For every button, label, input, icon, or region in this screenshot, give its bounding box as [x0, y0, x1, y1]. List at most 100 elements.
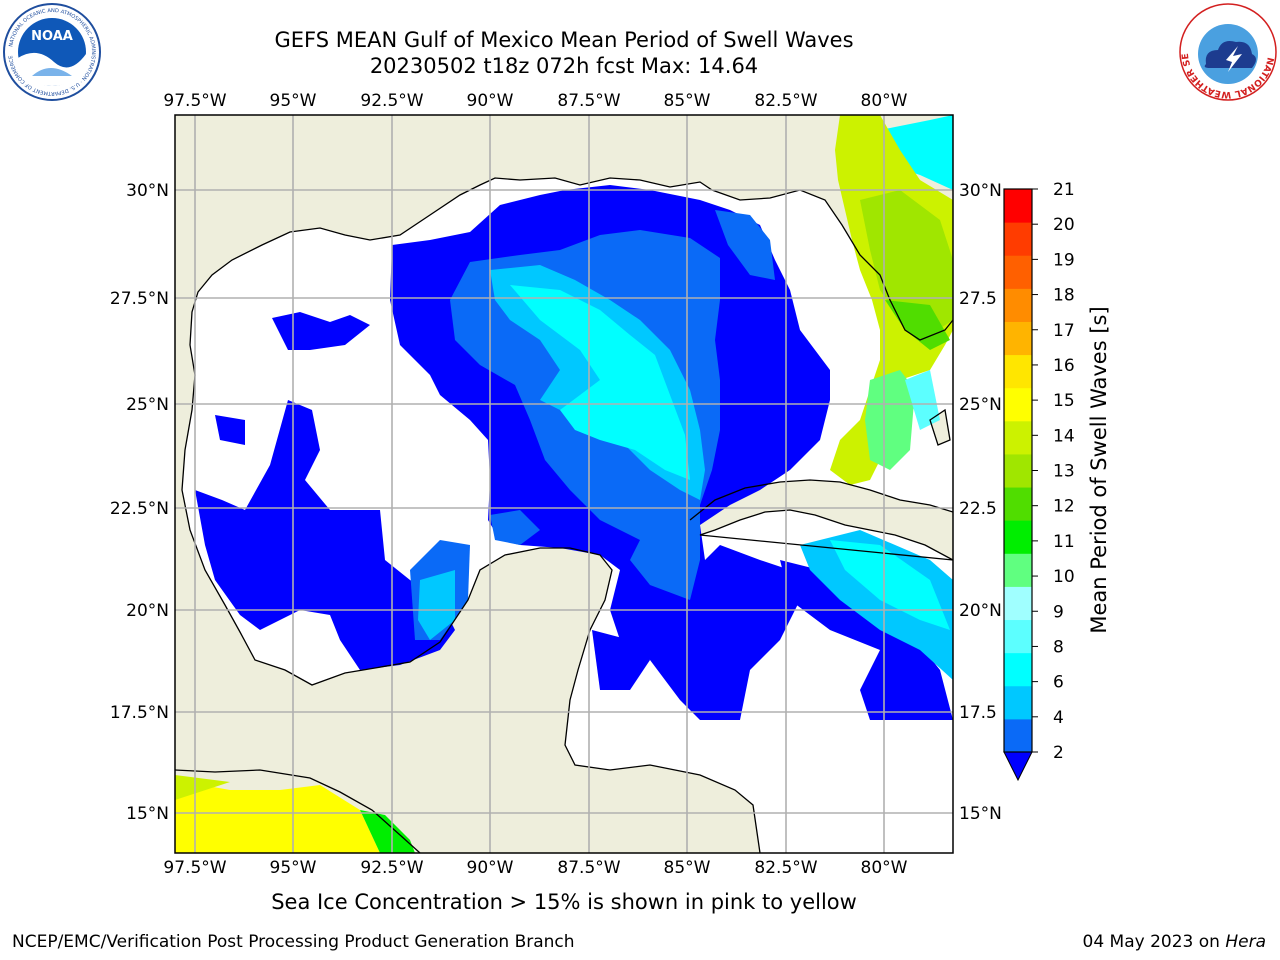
lon-tick-bottom: 80°W — [861, 858, 908, 878]
swell-region-aqua-2 — [830, 540, 950, 630]
colorbar-tick-label: 14 — [1053, 426, 1075, 446]
colorbar-band — [1004, 619, 1032, 654]
coast-bahamas — [929, 408, 951, 446]
lon-tick-top: 95°W — [270, 91, 317, 111]
colorbar-band — [1004, 520, 1032, 554]
colorbar-tick-label: 17 — [1053, 321, 1075, 341]
colorbar-tick-label: 9 — [1053, 602, 1064, 622]
swell-region-atlantic-lime — [885, 300, 950, 350]
colorbar-tick-label: 21 — [1053, 180, 1075, 200]
lon-tick-top: 90°W — [467, 91, 514, 111]
lon-ticks-bottom: 97.5°W 95°W 92.5°W 90°W 87.5°W 85°W 82.5… — [163, 858, 907, 878]
chart-subtitle: 20230502 t18z 072h fcst Max: 14.64 — [369, 54, 759, 78]
colorbar-tick-label: 11 — [1053, 532, 1075, 552]
coast-north-america — [181, 177, 953, 853]
colorbar-ticks: 21 20 19 18 17 16 15 14 13 12 11 10 9 8 6 4 2 — [1032, 180, 1075, 763]
lat-tick-right: 17.5 — [959, 703, 997, 723]
colorbar-band — [1004, 222, 1032, 256]
sea-ice-note: Sea Ice Concentration > 15% is shown in … — [271, 890, 857, 914]
colorbar-band — [1004, 189, 1032, 223]
swell-region-pacific-yellowgreen — [175, 775, 230, 800]
colorbar-tick-label: 6 — [1053, 673, 1064, 693]
lon-tick-top: 85°W — [664, 91, 711, 111]
colorbar-tick-label: 12 — [1053, 497, 1075, 517]
swell-region-blue-yuc — [592, 630, 650, 690]
colorbar-tick-label: 13 — [1053, 462, 1075, 482]
colorbar-label: Mean Period of Swell Waves [s] — [1087, 306, 1111, 633]
colorbar-band — [1004, 288, 1032, 322]
colorbar-band — [1004, 652, 1032, 687]
lon-tick-bottom: 87.5°W — [557, 858, 620, 878]
colorbar-band — [1004, 420, 1032, 455]
noaa-logo: NOAA NATIONAL OCEANIC AND ATMOSPHERIC AD… — [3, 3, 101, 101]
nws-logo: NATIONAL WEATHER SERVICE — [1178, 2, 1277, 101]
lon-tick-bottom: 92.5°W — [360, 858, 423, 878]
credit-date: 04 May 2023 on Hera — [1083, 932, 1267, 952]
chart-title: GEFS MEAN Gulf of Mexico Mean Period of … — [274, 28, 854, 52]
lon-tick-bottom: 97.5°W — [163, 858, 226, 878]
lat-tick-right: 15°N — [959, 804, 1002, 824]
swell-region-atlantic-green-2 — [865, 370, 915, 470]
map-frame — [174, 114, 954, 854]
swell-region-aqua — [510, 285, 690, 480]
swell-region-blue-west — [195, 400, 455, 670]
swell-region-aqua-3 — [880, 115, 953, 190]
colorbar-tick-label: 15 — [1053, 391, 1075, 411]
lon-tick-bottom: 85°W — [664, 858, 711, 878]
lon-tick-bottom: 82.5°W — [754, 858, 817, 878]
credit-date-text: 04 May 2023 on — [1082, 932, 1226, 952]
lat-tick-left: 25°N — [126, 395, 169, 415]
colorbar-tick-label: 18 — [1053, 286, 1075, 306]
swell-region-cyan-2 — [418, 570, 455, 640]
lat-tick-left: 22.5°N — [110, 499, 169, 519]
lat-tick-right: 27.5 — [959, 289, 997, 309]
colorbar-band — [1004, 354, 1032, 389]
colorbar-tick-label: 8 — [1053, 637, 1064, 657]
noaa-logo-text: NOAA — [31, 29, 73, 44]
lon-tick-bottom: 90°W — [467, 858, 514, 878]
lat-tick-left: 17.5°N — [110, 703, 169, 723]
colorbar-tick-label: 10 — [1053, 567, 1075, 587]
land-cuba — [690, 480, 953, 560]
colorbar-tick-label: 16 — [1053, 356, 1075, 376]
lon-tick-top: 97.5°W — [163, 91, 226, 111]
colorbar: 21 20 19 18 17 16 15 14 13 12 11 10 9 8 6 4 2 Mean Perio… — [1003, 180, 1111, 782]
swell-region-blue-nw — [272, 312, 370, 350]
colorbar-band — [1004, 321, 1032, 356]
lon-tick-top: 92.5°W — [360, 91, 423, 111]
colorbar-tick-label: 4 — [1053, 708, 1064, 728]
colorbar-band — [1004, 718, 1032, 753]
colorbar-extend-triangle — [1003, 751, 1033, 782]
lat-tick-right: 30°N — [959, 181, 1002, 201]
colorbar-band — [1004, 586, 1032, 621]
coastlines — [175, 177, 953, 853]
swell-region-lightblue-2 — [715, 210, 775, 280]
colorbar-tick-label: 19 — [1053, 250, 1075, 270]
swell-field — [175, 115, 953, 853]
swell-region-blue-sw — [215, 415, 245, 445]
swell-region-pacific-yellow — [175, 780, 380, 853]
colorbar-tick-label: 20 — [1053, 215, 1075, 235]
credit-machine: Hera — [1225, 932, 1266, 952]
lon-tick-top: 80°W — [861, 91, 908, 111]
colorbar-band — [1004, 453, 1032, 488]
lon-tick-top: 82.5°W — [754, 91, 817, 111]
colorbar-band — [1004, 487, 1032, 521]
swell-region-atlantic-aqua — [905, 370, 940, 430]
lat-tick-right: 22.5 — [959, 499, 997, 519]
lat-tick-left: 30°N — [126, 181, 169, 201]
colorbar-bands — [1004, 189, 1032, 753]
swell-region-lightblue-4 — [490, 510, 540, 545]
colorbar-band — [1004, 685, 1032, 720]
lat-tick-left: 20°N — [126, 601, 169, 621]
colorbar-band — [1004, 553, 1032, 587]
graticule — [175, 115, 953, 853]
swell-region-blue-se — [780, 560, 953, 720]
colorbar-band — [1004, 387, 1032, 422]
colorbar-tick-label: 2 — [1053, 743, 1064, 763]
lat-tick-right: 20°N — [959, 601, 1002, 621]
lat-tick-left: 15°N — [126, 804, 169, 824]
lat-tick-left: 27.5°N — [110, 289, 169, 309]
coast-cuba — [689, 479, 953, 561]
